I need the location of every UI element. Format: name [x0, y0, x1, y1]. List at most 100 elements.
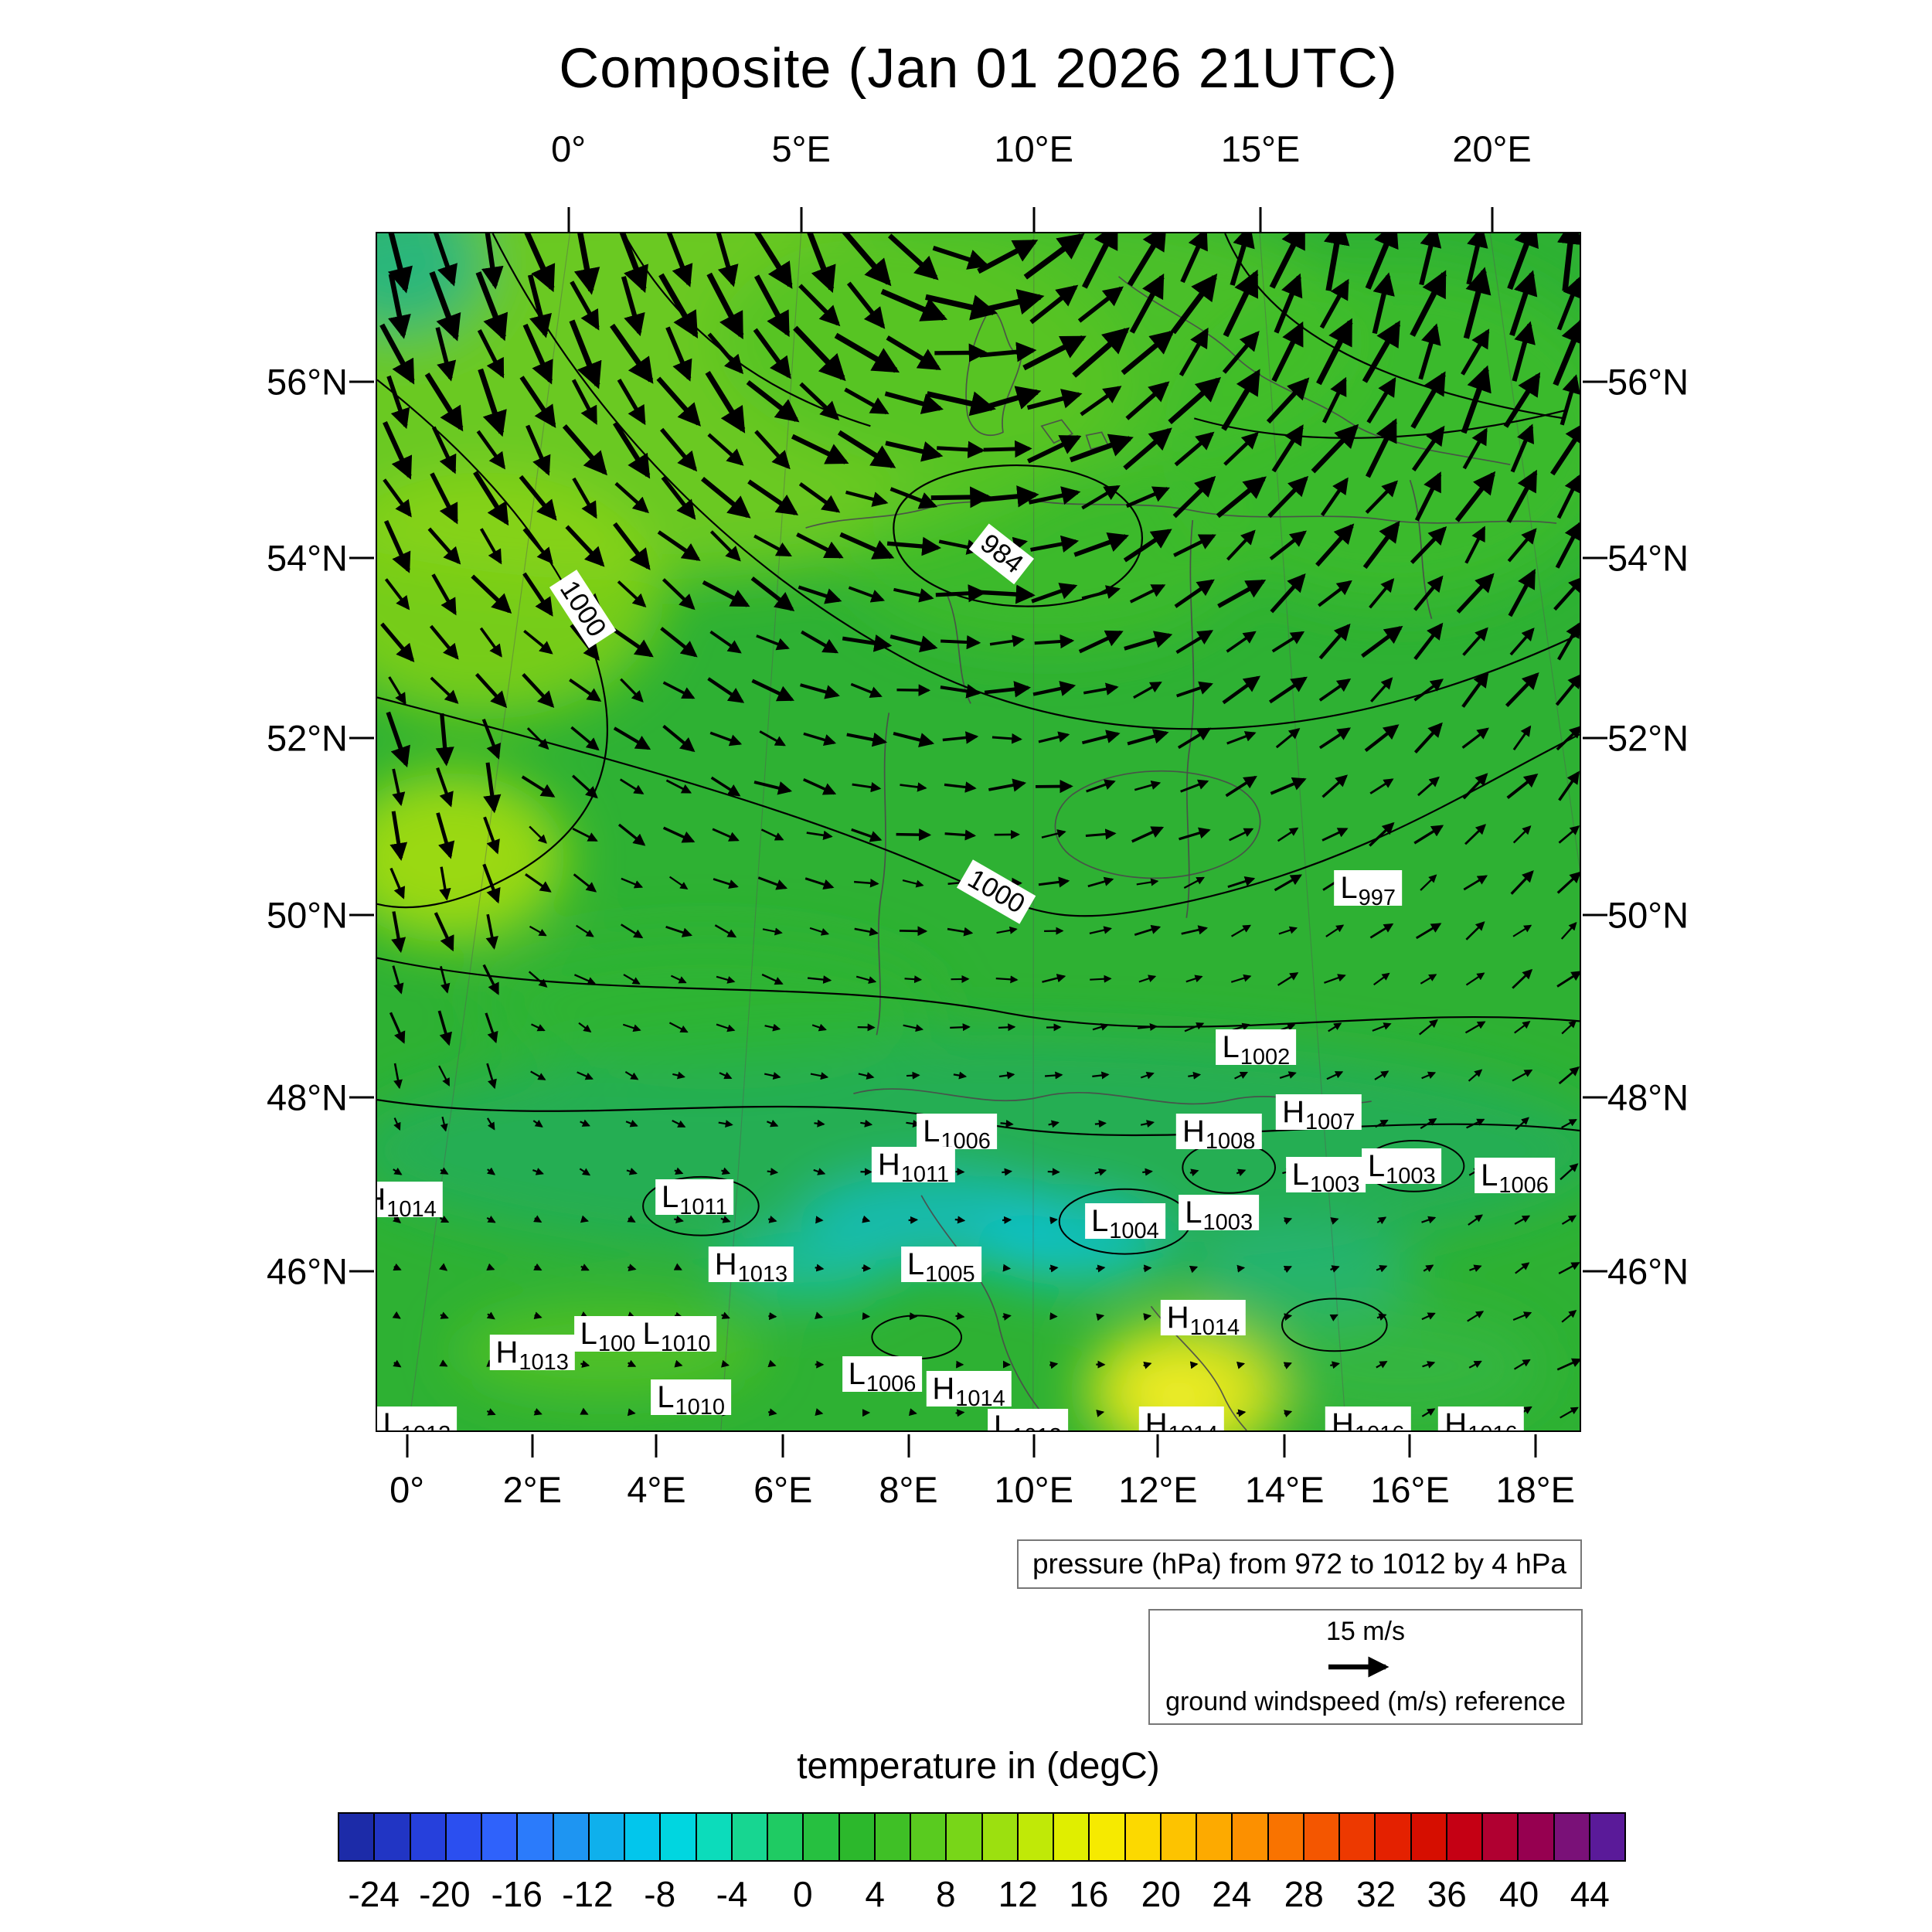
axis-tick [349, 1096, 374, 1099]
colorbar-tick-label: -16 [491, 1874, 543, 1914]
axis-tick [1408, 1434, 1411, 1458]
colorbar-cell [1125, 1814, 1162, 1860]
lon-tick-label: 20°E [1452, 128, 1532, 169]
axis-tick [349, 556, 374, 560]
axis-tick [1583, 1270, 1607, 1273]
colorbar-cell [1161, 1814, 1197, 1860]
wind-reference-arrow-icon [1328, 1656, 1389, 1678]
colorbar-cell [911, 1814, 947, 1860]
pressure-center-letter: H [377, 1182, 386, 1216]
pressure-center-label: L1011 [655, 1179, 734, 1218]
axis-tick [531, 1434, 534, 1458]
pressure-center-label: H1011 [871, 1147, 956, 1186]
colorbar-cell [589, 1814, 625, 1860]
pressure-center-letter: L [657, 1379, 675, 1414]
pressure-center-label: H1014 [1138, 1406, 1225, 1430]
lon-tick-label: 18°E [1495, 1469, 1575, 1510]
axis-tick [349, 1270, 374, 1273]
pressure-center-label: H1014 [926, 1370, 1012, 1410]
pressure-center-letter: L [1291, 1157, 1310, 1192]
lat-tick-label: 50°N [266, 894, 348, 936]
axis-tick [1583, 736, 1607, 740]
pressure-center-letter: H [1444, 1407, 1468, 1432]
pressure-center-label: H1016 [1438, 1406, 1524, 1432]
pressure-center-letter: L [642, 1316, 660, 1351]
pressure-center-label: L1006 [842, 1356, 923, 1396]
pressure-center-value: 1008 [1205, 1128, 1256, 1154]
colorbar-cell [1018, 1814, 1054, 1860]
axis-tick [349, 913, 374, 917]
pressure-center-letter: L [1367, 1148, 1386, 1183]
pressure-center-label: H1007 [1276, 1094, 1362, 1133]
axis-bottom-ticks [376, 1434, 1581, 1458]
colorbar-tick-label: 24 [1212, 1874, 1252, 1914]
lat-tick-label: 54°N [266, 537, 348, 579]
axis-tick [1283, 1434, 1286, 1458]
axis-top-longitude: 0° 5°E 10°E 15°E 20°E [376, 128, 1581, 174]
lon-tick-label: 10°E [994, 128, 1073, 169]
colorbar-cell [1233, 1814, 1269, 1860]
axis-tick [406, 1434, 409, 1458]
colorbar-tick-label: 36 [1427, 1874, 1467, 1914]
colorbar-tick-label: -20 [419, 1874, 471, 1914]
axis-left-ticks [349, 232, 374, 1432]
pressure-center-label: L1005 [900, 1246, 981, 1285]
axis-tick [907, 1434, 910, 1458]
pressure-center-letter: H [1182, 1114, 1205, 1148]
colorbar-cell [1054, 1814, 1090, 1860]
colorbar-cell [1411, 1814, 1447, 1860]
pressure-center-value: 1014 [955, 1386, 1005, 1411]
colorbar-tick-label: 20 [1141, 1874, 1181, 1914]
pressure-center-label: H1014 [377, 1182, 443, 1221]
axis-top-ticks [376, 207, 1581, 232]
pressure-center-letter: H [877, 1148, 900, 1182]
colorbar-tick-label: 32 [1356, 1874, 1396, 1914]
pressure-center-label: L1010 [651, 1379, 731, 1418]
lon-tick-label: 12°E [1118, 1469, 1198, 1510]
axis-tick [1534, 1434, 1537, 1458]
pressure-center-letter: L [906, 1247, 925, 1281]
map-panel: 984 1000 1000 L997 L1002 H1007 H1008 L1006 H1011… [376, 232, 1581, 1432]
pressure-center-value: 1016 [1355, 1423, 1405, 1430]
pressure-center-letter: H [1166, 1301, 1189, 1335]
pressure-center-letter: L [383, 1407, 400, 1432]
pressure-center-letter: L [1222, 1030, 1240, 1065]
pressure-center-letter: L [1090, 1203, 1109, 1238]
colorbar-cell [982, 1814, 1019, 1860]
colorbar-tick-label: -8 [644, 1874, 676, 1914]
pressure-center-label: L1003 [1179, 1195, 1260, 1234]
axis-tick [1583, 913, 1607, 917]
pressure-center-letter: H [932, 1371, 955, 1406]
lon-tick-label: 10°E [994, 1469, 1073, 1510]
colorbar-tick-label: 0 [792, 1874, 813, 1914]
colorbar-cell [661, 1814, 697, 1860]
pressure-center-letter: H [1282, 1094, 1305, 1129]
pressure-center-value: 1004 [1109, 1218, 1159, 1243]
pressure-center-letter: L [848, 1357, 866, 1392]
pressure-center-letter: L [923, 1114, 940, 1148]
pressure-center-letter: L [1340, 871, 1358, 906]
lon-tick-label: 6°E [753, 1469, 813, 1510]
colorbar-cell [1376, 1814, 1412, 1860]
colorbar-tick-label: -24 [348, 1874, 400, 1914]
lon-tick-label: 5°E [771, 128, 831, 169]
colorbar-cell [625, 1814, 662, 1860]
axis-tick [1259, 207, 1262, 232]
pressure-center-letter: L [1185, 1196, 1202, 1230]
colorbar-cell [696, 1814, 733, 1860]
pressure-center-value: 1014 [1189, 1315, 1240, 1341]
colorbar-cell [1268, 1814, 1304, 1860]
colorbar-cell [1197, 1814, 1233, 1860]
colorbar-cell [410, 1814, 447, 1860]
pressure-center-value: 1010 [660, 1331, 711, 1356]
colorbar-cell [339, 1814, 376, 1860]
lon-tick-label: 0° [551, 128, 587, 169]
colorbar-cell [768, 1814, 804, 1860]
colorbar-cell [1340, 1814, 1376, 1860]
axis-tick [1032, 1434, 1036, 1458]
colorbar-tick-label: 28 [1284, 1874, 1324, 1914]
colorbar-tick-label: 16 [1069, 1874, 1109, 1914]
lat-tick-label: 56°N [1607, 361, 1689, 403]
lat-tick-label: 52°N [266, 717, 348, 759]
colorbar-cell [875, 1814, 911, 1860]
